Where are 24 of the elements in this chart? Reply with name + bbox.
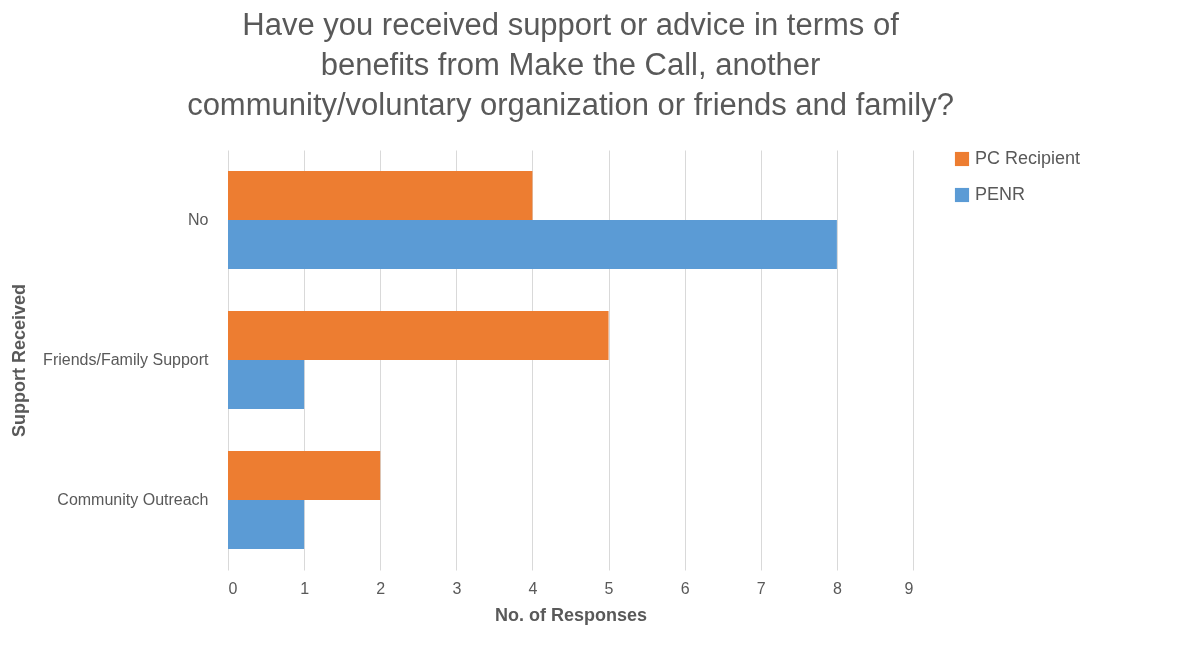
y-tick-label: No: [188, 211, 209, 228]
legend-label: PC Recipient: [975, 148, 1081, 168]
bar: [228, 311, 609, 360]
x-tick-label: 6: [680, 579, 690, 597]
x-tick-label: 9: [904, 579, 914, 597]
bar: [228, 171, 533, 220]
bar: [228, 500, 305, 549]
x-tick-label: 7: [756, 579, 766, 597]
legend-label: PENR: [975, 184, 1026, 204]
x-tick-label: 5: [604, 579, 614, 597]
x-tick-label: 3: [452, 579, 462, 597]
bar: [228, 220, 837, 269]
x-tick-label: 8: [832, 579, 842, 597]
y-axis-title: Support Received: [9, 283, 30, 438]
y-tick-label: Community Outreach: [57, 491, 209, 508]
bar: [228, 451, 381, 500]
x-tick-label: 4: [528, 579, 538, 597]
x-tick-label: 1: [300, 579, 310, 597]
chart-title: Have you received support or advice in terms of benefits from Make the Call, another community/voluntary organization or friends and family?: [187, 7, 954, 122]
x-tick-label: 0: [228, 579, 238, 597]
bar: [228, 360, 305, 409]
y-tick-label: Friends/Family Support: [43, 351, 210, 368]
x-axis-title: No. of Responses: [494, 604, 648, 625]
x-tick-label: 2: [376, 579, 386, 597]
